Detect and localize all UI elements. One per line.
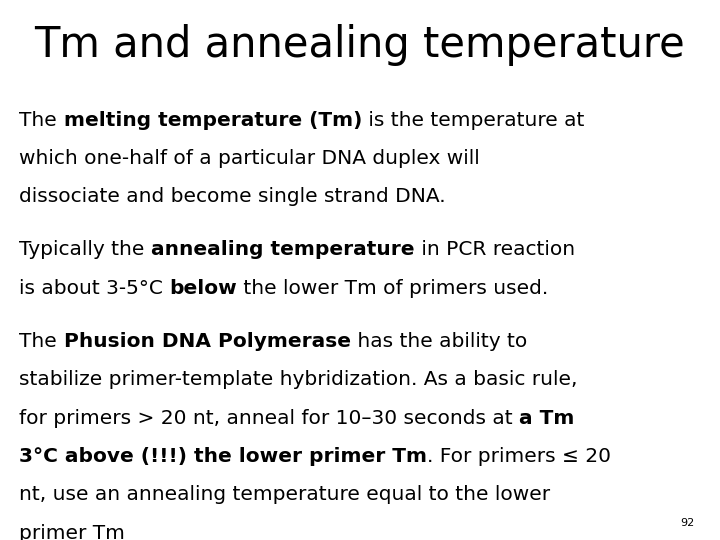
Text: 3°C above (!!!) the lower primer Tm: 3°C above (!!!) the lower primer Tm — [19, 447, 428, 466]
Text: Tm and annealing temperature: Tm and annealing temperature — [35, 24, 685, 66]
Text: has the ability to: has the ability to — [351, 332, 527, 351]
Text: Typically the: Typically the — [19, 240, 151, 259]
Text: for primers > 20 nt, anneal for 10–30 seconds at: for primers > 20 nt, anneal for 10–30 se… — [19, 409, 519, 428]
Text: . For primers ≤ 20: . For primers ≤ 20 — [428, 447, 611, 466]
Text: which one-half of a particular DNA duplex will: which one-half of a particular DNA duple… — [19, 149, 480, 168]
Text: a Tm: a Tm — [519, 409, 575, 428]
Text: Phusion DNA Polymerase: Phusion DNA Polymerase — [63, 332, 351, 351]
Text: dissociate and become single strand DNA.: dissociate and become single strand DNA. — [19, 187, 446, 206]
Text: melting temperature (Tm): melting temperature (Tm) — [63, 111, 362, 130]
Text: nt, use an annealing temperature equal to the lower: nt, use an annealing temperature equal t… — [19, 485, 551, 504]
Text: primer Tm: primer Tm — [19, 524, 125, 540]
Text: annealing temperature: annealing temperature — [151, 240, 415, 259]
Text: below: below — [170, 279, 238, 298]
Text: The: The — [19, 332, 63, 351]
Text: in PCR reaction: in PCR reaction — [415, 240, 575, 259]
Text: is the temperature at: is the temperature at — [362, 111, 585, 130]
Text: 92: 92 — [680, 518, 695, 528]
Text: stabilize primer-template hybridization. As a basic rule,: stabilize primer-template hybridization.… — [19, 370, 578, 389]
Text: the lower Tm of primers used.: the lower Tm of primers used. — [238, 279, 549, 298]
Text: is about 3-5°C: is about 3-5°C — [19, 279, 170, 298]
Text: The: The — [19, 111, 63, 130]
